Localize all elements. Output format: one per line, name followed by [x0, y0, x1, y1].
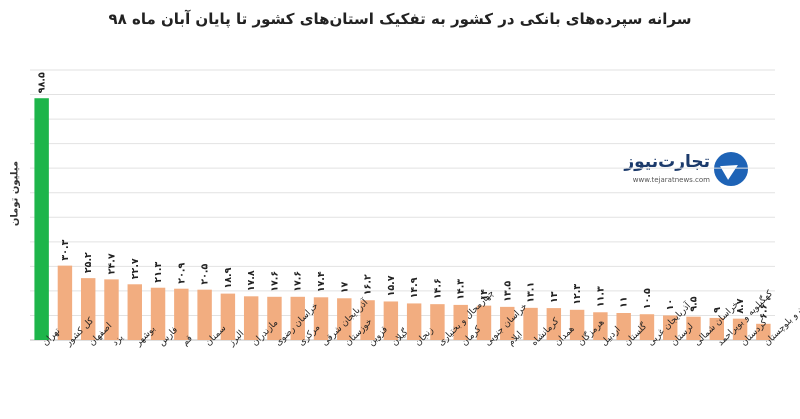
bar-20 — [500, 306, 515, 340]
bar-7 — [197, 289, 212, 340]
value-label-28: ۹.۵ — [689, 296, 700, 311]
bar-4 — [127, 284, 142, 340]
bar-5 — [150, 287, 166, 340]
value-label-17: ۱۴.۶ — [432, 278, 443, 299]
bar-24 — [593, 312, 608, 340]
value-labels: ۹۸.۵ ۳۰.۳ ۲۵.۲ ۲۴.۷ ۲۲.۷ ۲۱.۳ ۲۰.۹ ۲۰.۵ ۱۸.۹ ۱۷.۸… — [37, 72, 770, 319]
bar-30 — [732, 318, 748, 340]
bar-12 — [313, 297, 329, 340]
value-label-19: ۱۴ — [479, 289, 490, 301]
value-label-29: ۹ — [712, 307, 723, 313]
bar-15 — [383, 301, 399, 340]
value-label-7: ۲۰.۵ — [200, 263, 211, 284]
bar-16 — [406, 303, 422, 340]
bar-26 — [639, 314, 655, 340]
value-label-23: ۱۲.۳ — [572, 284, 583, 305]
value-label-8: ۱۸.۹ — [223, 267, 234, 288]
value-label-30: ۸.۷ — [735, 298, 746, 313]
bar-8 — [220, 293, 236, 340]
value-label-4: ۲۲.۷ — [130, 258, 141, 279]
bar-13 — [337, 298, 352, 340]
value-label-9: ۱۷.۸ — [246, 270, 257, 291]
logo-name: تجارت‌نیوز — [624, 152, 710, 172]
bar-28 — [686, 316, 701, 340]
logo-site: www.tejaratnews.com — [632, 176, 710, 184]
bar-21 — [523, 307, 538, 340]
bar-10 — [267, 296, 282, 340]
bar-23 — [569, 309, 585, 340]
chart-title: سرانه سپرده‌های بانکی در کشور به تفکیک ا… — [108, 10, 692, 28]
value-label-31: ۶.۶ — [758, 304, 769, 319]
bar-2 — [80, 278, 96, 340]
value-label-12: ۱۷.۴ — [316, 271, 327, 292]
bar-29 — [709, 317, 725, 340]
value-label-26: ۱۰.۵ — [642, 288, 653, 309]
value-label-16: ۱۴.۹ — [409, 277, 420, 298]
value-label-0: ۹۸.۵ — [37, 72, 48, 93]
value-label-1: ۳۰.۳ — [60, 239, 71, 260]
bars — [34, 98, 771, 341]
bar-19 — [476, 305, 492, 340]
value-label-20: ۱۳.۵ — [502, 281, 513, 302]
bar-25 — [616, 313, 631, 340]
value-label-6: ۲۰.۹ — [176, 262, 187, 283]
logo-mark-icon — [714, 152, 748, 186]
bar-3 — [104, 279, 119, 340]
value-label-15: ۱۵.۷ — [386, 275, 397, 296]
value-label-18: ۱۴.۳ — [456, 279, 467, 300]
value-label-27: ۱۰ — [665, 299, 676, 311]
value-label-14: ۱۶.۲ — [363, 274, 374, 295]
bar-18 — [453, 304, 468, 340]
bar-9 — [243, 296, 259, 340]
bar-31 — [756, 323, 771, 340]
bar-6 — [174, 288, 189, 340]
bar-17 — [430, 304, 445, 340]
value-label-25: ۱۱ — [619, 296, 630, 308]
bar-22 — [546, 308, 562, 340]
value-label-3: ۲۴.۷ — [106, 253, 117, 274]
brand-logo: تجارت‌نیوز www.tejaratnews.com — [622, 150, 752, 192]
bar-0 — [34, 98, 49, 341]
value-label-10: ۱۷.۶ — [269, 271, 280, 292]
bar-27 — [663, 315, 678, 340]
value-label-13: ۱۷ — [339, 281, 350, 293]
bar-1 — [57, 265, 73, 340]
value-label-11: ۱۷.۶ — [293, 271, 304, 292]
value-label-24: ۱۱.۳ — [595, 286, 606, 307]
value-label-21: ۱۳.۱ — [526, 282, 537, 303]
bar-11 — [290, 296, 305, 340]
bar-14 — [360, 300, 375, 340]
gridlines — [30, 69, 775, 341]
value-label-5: ۲۱.۳ — [153, 262, 164, 283]
value-label-22: ۱۳ — [549, 291, 560, 303]
value-label-2: ۲۵.۲ — [83, 252, 94, 273]
